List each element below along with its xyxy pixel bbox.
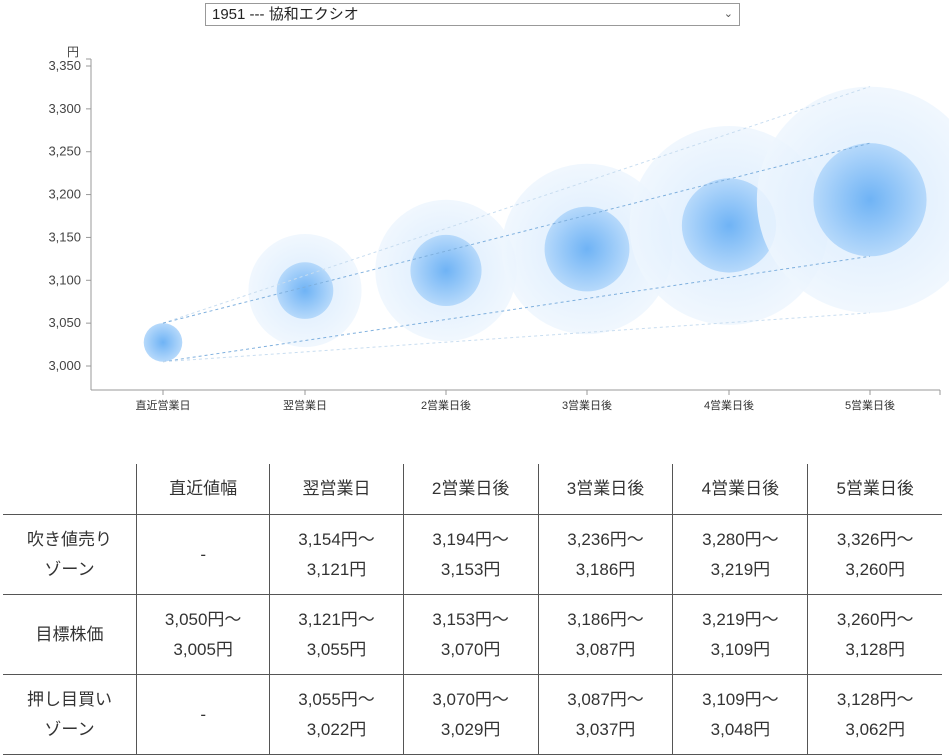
table-cell: 3,260円～ 3,128円 <box>807 594 942 675</box>
y-tick-label: 3,100 <box>48 272 81 287</box>
x-tick-label: 4営業日後 <box>704 398 754 412</box>
y-tick-label: 3,050 <box>48 315 81 330</box>
table-cell: 3,219円～ 3,109円 <box>672 594 808 675</box>
range-line <box>162 312 871 363</box>
table-cell: 3,153円～ 3,070円 <box>402 594 539 675</box>
column-header: 翌営業日 <box>269 464 404 515</box>
table-cell: 3,326円～ 3,260円 <box>807 514 942 595</box>
table-cell: 3,280円～ 3,219円 <box>672 514 808 595</box>
x-tick-label: 5営業日後 <box>845 398 895 412</box>
target-bubble <box>143 323 183 362</box>
y-tick-label: 3,350 <box>48 58 81 73</box>
target-bubble <box>681 178 777 273</box>
table-cell: 3,186円～ 3,087円 <box>537 594 673 675</box>
table-cell: - <box>135 514 270 595</box>
table-cell: 3,194円～ 3,153円 <box>402 514 539 595</box>
table-row: 吹き値売り ゾーン -3,154円～ 3,121円 3,194円～ 3,153円 3,236… <box>3 514 942 595</box>
y-unit-label: 円 <box>67 45 79 59</box>
target-bubble <box>813 143 927 257</box>
y-tick-label: 3,300 <box>48 101 81 116</box>
column-header <box>3 464 137 515</box>
table-cell: 3,070円～ 3,029円 <box>402 674 539 755</box>
table-cell: 3,128円～ 3,062円 <box>807 674 942 755</box>
range-line <box>162 86 871 324</box>
chevron-down-icon: ⌄ <box>723 8 733 20</box>
x-tick-label: 翌営業日 <box>283 398 327 412</box>
table-cell: 3,154円～ 3,121円 <box>269 514 404 595</box>
stock-select-value: 1951 --- 協和エクシオ <box>212 6 359 23</box>
column-header: 2営業日後 <box>402 464 539 515</box>
table-row: 押し目買い ゾーン -3,055円～ 3,022円 3,070円～ 3,029円 3,087… <box>3 674 942 755</box>
y-tick-label: 3,000 <box>48 358 81 373</box>
column-header: 5営業日後 <box>807 464 942 515</box>
row-label: 目標株価 <box>3 594 137 675</box>
column-header: 4営業日後 <box>672 464 808 515</box>
x-tick-label: 直近営業日 <box>136 398 191 412</box>
table-cell: - <box>135 674 270 755</box>
stock-select[interactable]: 1951 --- 協和エクシオ ⌄ <box>205 3 740 26</box>
range-line <box>162 142 871 324</box>
table-cell: 3,109円～ 3,048円 <box>672 674 808 755</box>
table-cell: 3,121円～ 3,055円 <box>269 594 404 675</box>
column-header: 直近値幅 <box>135 464 270 515</box>
table-cell: 3,055円～ 3,022円 <box>269 674 404 755</box>
target-bubble <box>276 262 334 319</box>
row-label: 押し目買い ゾーン <box>3 674 137 755</box>
table-cell: 3,050円～ 3,005円 <box>135 594 270 675</box>
table-row: 目標株価 3,050円～ 3,005円 3,121円～ 3,055円 3,153円～ 3,0… <box>3 594 942 675</box>
y-tick-label: 3,200 <box>48 187 81 202</box>
table-cell: 3,087円～ 3,037円 <box>537 674 673 755</box>
column-header: 3営業日後 <box>537 464 673 515</box>
forecast-chart: 円 3,000 3,050 3,100 3,150 3,200 3,250 3,300 3,35… <box>48 45 949 412</box>
row-label: 吹き値売り ゾーン <box>3 514 137 595</box>
x-tick-label: 3営業日後 <box>562 398 612 412</box>
forecast-table: 直近値幅 翌営業日 2営業日後 3営業日後 4営業日後 5営業日後 吹き値売り ゾーン -3,… <box>3 464 942 755</box>
range-line <box>162 255 871 363</box>
x-tick-label: 2営業日後 <box>421 398 471 412</box>
table-cell: 3,236円～ 3,186円 <box>537 514 673 595</box>
y-tick-label: 3,250 <box>48 144 81 159</box>
target-bubble <box>410 234 482 306</box>
y-tick-label: 3,150 <box>48 229 81 244</box>
target-bubble <box>544 206 630 292</box>
